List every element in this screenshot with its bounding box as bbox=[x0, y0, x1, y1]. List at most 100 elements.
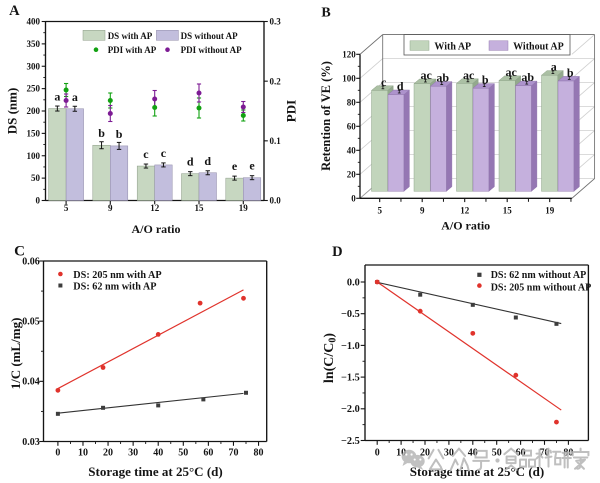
svg-text:0.0: 0.0 bbox=[270, 196, 282, 206]
svg-text:80: 80 bbox=[254, 448, 264, 459]
svg-text:PDI without AP: PDI without AP bbox=[181, 45, 243, 55]
svg-text:DS: 205 nm without AP: DS: 205 nm without AP bbox=[491, 282, 592, 293]
svg-text:30: 30 bbox=[444, 448, 454, 459]
svg-text:300: 300 bbox=[27, 61, 41, 71]
svg-text:0: 0 bbox=[351, 193, 356, 203]
svg-text:0.1: 0.1 bbox=[270, 136, 282, 146]
svg-text:ab: ab bbox=[436, 71, 449, 85]
svg-text:0.0: 0.0 bbox=[347, 277, 360, 288]
svg-text:20: 20 bbox=[347, 169, 357, 179]
svg-text:9: 9 bbox=[108, 203, 113, 213]
svg-text:Retention of VE (%): Retention of VE (%) bbox=[319, 61, 333, 171]
svg-text:19: 19 bbox=[239, 203, 249, 213]
svg-text:c: c bbox=[381, 75, 387, 89]
svg-text:b: b bbox=[98, 126, 105, 140]
svg-text:Storage time at 25°C (d): Storage time at 25°C (d) bbox=[88, 464, 222, 479]
svg-text:40: 40 bbox=[347, 145, 357, 155]
svg-text:0: 0 bbox=[36, 196, 41, 206]
svg-text:100: 100 bbox=[27, 151, 41, 161]
svg-text:Without AP: Without AP bbox=[513, 41, 564, 52]
svg-text:70: 70 bbox=[228, 448, 238, 459]
svg-text:40: 40 bbox=[153, 448, 163, 459]
svg-text:5: 5 bbox=[64, 203, 69, 213]
svg-text:C: C bbox=[14, 244, 25, 260]
svg-text:9: 9 bbox=[420, 205, 425, 215]
svg-text:−1.5: −1.5 bbox=[341, 373, 360, 384]
svg-text:−1.0: −1.0 bbox=[341, 341, 360, 352]
svg-text:20: 20 bbox=[103, 448, 113, 459]
svg-text:DS: 62 nm without AP: DS: 62 nm without AP bbox=[491, 270, 587, 281]
svg-text:30: 30 bbox=[128, 448, 138, 459]
svg-text:A/O ratio: A/O ratio bbox=[441, 219, 490, 233]
svg-text:0.03: 0.03 bbox=[22, 437, 40, 448]
svg-text:400: 400 bbox=[27, 17, 41, 27]
svg-text:DS with AP: DS with AP bbox=[108, 31, 153, 41]
svg-text:0.2: 0.2 bbox=[270, 76, 282, 86]
svg-text:1/C (mL/mg): 1/C (mL/mg) bbox=[8, 318, 23, 390]
svg-text:350: 350 bbox=[27, 39, 41, 49]
svg-text:200: 200 bbox=[27, 106, 41, 116]
svg-text:50: 50 bbox=[31, 173, 41, 183]
svg-text:100: 100 bbox=[342, 73, 356, 83]
svg-text:15: 15 bbox=[503, 205, 513, 215]
svg-text:a: a bbox=[551, 60, 557, 74]
svg-text:120: 120 bbox=[342, 49, 356, 59]
svg-text:a: a bbox=[72, 90, 78, 104]
svg-text:ac: ac bbox=[421, 68, 433, 82]
svg-text:0: 0 bbox=[375, 448, 380, 459]
svg-text:a: a bbox=[54, 90, 60, 104]
svg-text:60: 60 bbox=[516, 448, 526, 459]
svg-text:Storage time at 25°C (d): Storage time at 25°C (d) bbox=[410, 464, 544, 479]
svg-text:A: A bbox=[9, 3, 20, 19]
svg-text:250: 250 bbox=[27, 84, 41, 94]
svg-text:20: 20 bbox=[420, 448, 430, 459]
svg-text:50: 50 bbox=[492, 448, 502, 459]
svg-text:10: 10 bbox=[396, 448, 406, 459]
svg-text:150: 150 bbox=[27, 128, 41, 138]
svg-text:ac: ac bbox=[463, 68, 475, 82]
svg-text:b: b bbox=[116, 127, 123, 141]
svg-text:d: d bbox=[187, 155, 194, 169]
svg-text:D: D bbox=[332, 244, 342, 260]
svg-text:c: c bbox=[161, 146, 167, 160]
svg-text:0.06: 0.06 bbox=[22, 256, 40, 267]
svg-text:12: 12 bbox=[460, 205, 470, 215]
svg-text:0.04: 0.04 bbox=[22, 377, 40, 388]
svg-text:d: d bbox=[204, 154, 211, 168]
svg-text:DS: 62 nm with AP: DS: 62 nm with AP bbox=[73, 281, 156, 292]
svg-text:ac: ac bbox=[506, 65, 518, 79]
svg-text:15: 15 bbox=[195, 203, 205, 213]
svg-text:PDI with AP: PDI with AP bbox=[108, 45, 157, 55]
svg-text:DS without AP: DS without AP bbox=[181, 31, 239, 41]
svg-text:80: 80 bbox=[347, 97, 357, 107]
svg-text:50: 50 bbox=[178, 448, 188, 459]
svg-text:0.05: 0.05 bbox=[22, 317, 40, 328]
svg-text:12: 12 bbox=[150, 203, 160, 213]
svg-text:B: B bbox=[321, 6, 330, 21]
svg-text:0.3: 0.3 bbox=[270, 17, 282, 27]
svg-text:−2.0: −2.0 bbox=[341, 404, 360, 415]
svg-text:−2.5: −2.5 bbox=[341, 436, 360, 447]
svg-text:b: b bbox=[482, 73, 489, 87]
svg-text:10: 10 bbox=[78, 448, 88, 459]
svg-text:−0.5: −0.5 bbox=[341, 309, 360, 320]
svg-text:40: 40 bbox=[468, 448, 478, 459]
svg-text:b: b bbox=[567, 66, 574, 80]
svg-text:DS (nm): DS (nm) bbox=[5, 88, 20, 135]
svg-text:19: 19 bbox=[545, 205, 555, 215]
svg-text:With AP: With AP bbox=[434, 41, 471, 52]
svg-text:ln(C/C0): ln(C/C0) bbox=[322, 333, 339, 383]
svg-text:5: 5 bbox=[377, 205, 382, 215]
svg-text:c: c bbox=[143, 147, 149, 161]
svg-text:60: 60 bbox=[203, 448, 213, 459]
svg-text:e: e bbox=[249, 159, 255, 173]
svg-text:DS: 205 nm with AP: DS: 205 nm with AP bbox=[73, 270, 161, 281]
svg-text:d: d bbox=[397, 79, 404, 93]
svg-text:0: 0 bbox=[55, 448, 60, 459]
svg-text:60: 60 bbox=[347, 121, 357, 131]
svg-text:A/O ratio: A/O ratio bbox=[132, 222, 181, 236]
svg-text:ab: ab bbox=[521, 70, 534, 84]
svg-text:e: e bbox=[232, 159, 238, 173]
svg-text:PDI: PDI bbox=[284, 100, 299, 122]
svg-text:70: 70 bbox=[540, 448, 550, 459]
